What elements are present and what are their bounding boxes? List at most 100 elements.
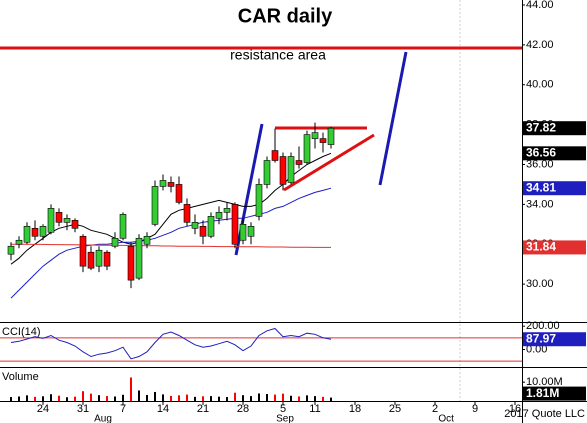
volume-bar — [130, 377, 132, 401]
volume-bar — [138, 390, 140, 401]
volume-bar — [210, 396, 212, 401]
x-tick-label: 16 — [509, 403, 521, 415]
x-tick-label: 7 — [120, 403, 126, 415]
annotation: resistance area — [230, 47, 326, 63]
candle-body — [143, 235, 151, 245]
value-box-label: 31.84 — [526, 240, 556, 254]
candle-body — [255, 184, 263, 217]
volume-bar — [274, 394, 276, 401]
month-label: Sep — [276, 414, 294, 423]
candle-body — [63, 218, 71, 223]
volume-bar — [298, 396, 300, 401]
volume-bar — [146, 394, 148, 401]
value-box — [523, 240, 586, 255]
y-tick-label: 36.00 — [526, 158, 554, 170]
candle-body — [247, 225, 255, 237]
indicator-line — [10, 327, 332, 360]
value-box — [523, 386, 586, 401]
volume-bar — [250, 396, 252, 401]
candle-body — [271, 150, 279, 161]
volume-bar — [82, 391, 84, 401]
candle-body — [39, 225, 47, 237]
volume-bar — [66, 397, 68, 401]
panel-title: CCI(14) — [2, 326, 41, 338]
candle-body — [239, 224, 247, 241]
candle-body — [199, 225, 207, 237]
volume-bar — [226, 397, 228, 401]
volume-bar — [234, 392, 236, 401]
x-tick-label: 5 — [280, 403, 286, 415]
volume-bar — [154, 391, 156, 401]
candle-body — [15, 239, 23, 245]
rising-trendline — [283, 133, 375, 192]
candle-body — [159, 180, 167, 187]
candle-body — [111, 237, 119, 247]
volume-bar — [90, 393, 92, 401]
source: 2017 Quote LLC — [504, 408, 585, 420]
candle-body — [23, 225, 31, 243]
candle-body — [207, 216, 215, 237]
volume-bar — [18, 396, 20, 401]
candle-body — [135, 237, 143, 279]
candle-body — [175, 184, 183, 203]
value-box — [523, 146, 586, 161]
candle-body — [95, 249, 103, 267]
candle-body — [319, 138, 327, 143]
volume-bar — [26, 395, 28, 401]
candle-body — [55, 212, 63, 223]
volume-bar — [50, 394, 52, 401]
candle-body — [47, 208, 55, 233]
x-tick-label: 24 — [37, 403, 49, 415]
panel-title: Volume — [2, 371, 39, 383]
candle-body — [263, 160, 271, 185]
moving-average — [10, 152, 332, 265]
y-tick-label: 34.00 — [526, 198, 554, 210]
volume-bar — [258, 393, 260, 401]
volume-bar — [98, 395, 100, 401]
y-tick-label: 42.00 — [526, 39, 554, 51]
volume-bar — [186, 394, 188, 401]
candle-body — [71, 220, 79, 229]
y-tick-label: 10.00M — [526, 376, 563, 388]
value-box — [523, 181, 586, 196]
value-box — [523, 121, 586, 136]
candle-body — [215, 212, 223, 219]
candle-body — [295, 160, 303, 165]
x-tick-label: 21 — [197, 403, 209, 415]
month-label: Oct — [438, 414, 454, 423]
volume-bar — [322, 396, 324, 401]
candle-body — [231, 204, 239, 245]
candle-body — [127, 245, 135, 281]
y-tick-label: 200.00 — [526, 320, 560, 332]
volume-bar — [266, 394, 268, 401]
y-tick-label: 44.00 — [526, 0, 554, 11]
candle-body — [279, 156, 287, 185]
y-tick-label: 40.00 — [526, 79, 554, 91]
volume-bar — [106, 396, 108, 401]
candle-body — [7, 245, 15, 255]
candle-body — [303, 134, 311, 163]
volume-bar — [42, 396, 44, 401]
x-tick-label: 28 — [237, 403, 249, 415]
volume-bar — [194, 396, 196, 401]
y-tick-label: 0.00 — [526, 343, 547, 355]
candle-body — [103, 251, 111, 267]
x-tick-label: 9 — [472, 403, 478, 415]
volume-bar — [282, 393, 284, 401]
volume-bar — [170, 395, 172, 401]
candle-body — [287, 156, 295, 183]
volume-bar — [290, 395, 292, 401]
y-tick-label: 30.00 — [526, 278, 554, 290]
x-tick-label: 11 — [309, 403, 320, 415]
volume-bar — [10, 397, 12, 401]
candle-body — [223, 208, 231, 213]
value-box-label: 87.97 — [526, 331, 556, 345]
x-tick-label: 18 — [349, 403, 361, 415]
candle-body — [327, 127, 335, 145]
volume-bar — [162, 394, 164, 401]
candle-body — [119, 214, 127, 239]
candle-body — [167, 182, 175, 187]
volume-bar — [178, 395, 180, 401]
